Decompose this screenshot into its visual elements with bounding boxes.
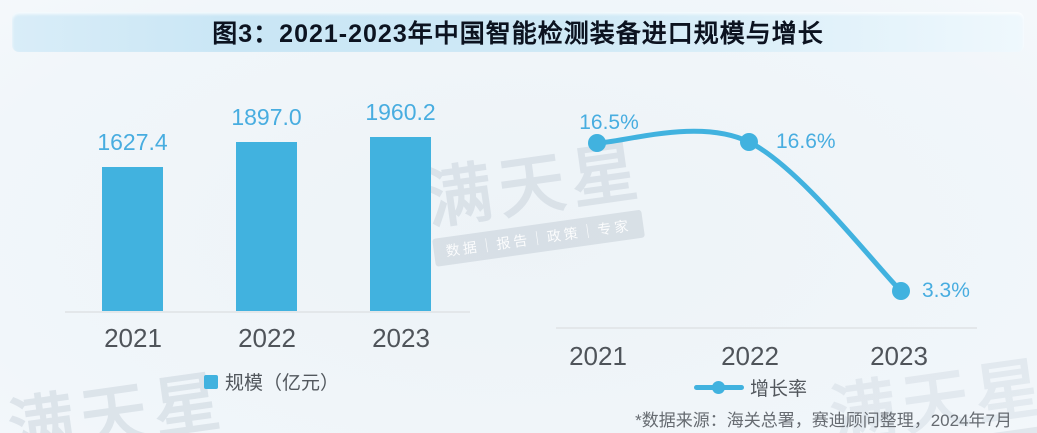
- bar-group-2021: 1627.4: [97, 131, 168, 313]
- growth-line-svg: [588, 128, 910, 300]
- growth-line-path: [594, 128, 904, 294]
- bar-value-label-2022: 1897.0: [231, 104, 302, 130]
- figure-title-banner: 图3：2021-2023年中国智能检测装备进口规模与增长: [12, 12, 1024, 52]
- bar-group-2023: 1960.2: [365, 101, 436, 313]
- data-point-marker: [740, 133, 758, 151]
- line-x-tick-2023: 2023: [870, 341, 928, 371]
- source-note: *数据来源：海关总署，赛迪顾问整理，2024年7月: [635, 411, 1012, 430]
- growth-line-markers: [588, 133, 910, 300]
- line-legend-label: 增长率: [750, 379, 808, 400]
- legend-line-dot-marker: [694, 381, 744, 394]
- bar-x-tick-2023: 2023: [372, 323, 430, 353]
- bar-2021: [102, 167, 163, 313]
- point-label-2022: 16.6%: [776, 130, 836, 153]
- bar-2022: [236, 142, 297, 313]
- bar-x-tick-2021: 2021: [104, 323, 162, 353]
- bar-group-2022: 1897.0: [231, 106, 302, 313]
- bar-x-tick-2022: 2022: [238, 323, 296, 353]
- line-chart-legend: 增长率: [694, 374, 807, 401]
- line-chart-x-axis: [556, 327, 977, 329]
- bar-value-label-2021: 1627.4: [97, 129, 168, 155]
- line-x-tick-2022: 2022: [721, 341, 779, 371]
- figure-title: 图3：2021-2023年中国智能检测装备进口规模与增长: [212, 20, 824, 48]
- data-point-marker: [588, 134, 606, 152]
- legend-square-swatch: [204, 374, 218, 389]
- bar-chart-x-axis: [65, 311, 470, 313]
- bar-2023: [370, 137, 431, 313]
- data-point-marker: [892, 282, 910, 300]
- bar-legend-label: 规模（亿元）: [225, 373, 340, 394]
- point-label-2023: 3.3%: [922, 279, 970, 302]
- line-x-tick-2021: 2021: [569, 341, 627, 371]
- point-label-2021: 16.5%: [579, 111, 639, 134]
- bar-value-label-2023: 1960.2: [365, 99, 436, 125]
- bar-chart-legend: 规模（亿元）: [204, 368, 339, 395]
